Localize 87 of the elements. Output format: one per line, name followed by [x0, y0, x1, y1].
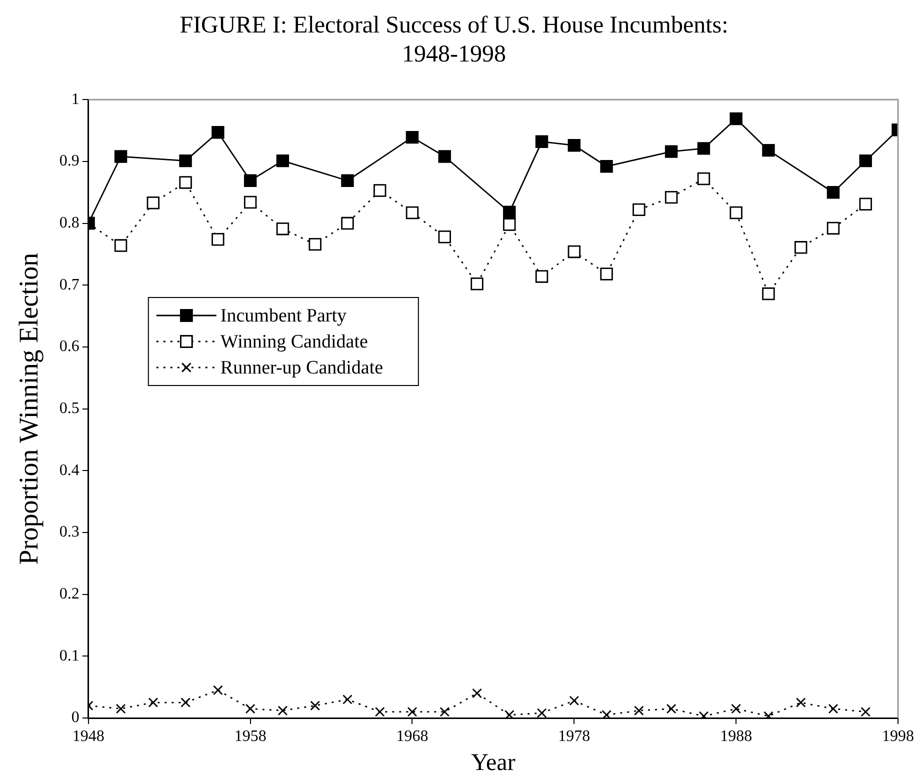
point [602, 710, 612, 718]
y-tick-label: 0.4 [59, 462, 80, 479]
point [762, 144, 775, 157]
point [244, 196, 257, 209]
point [148, 698, 158, 708]
point [245, 704, 256, 714]
chart-title: FIGURE I: Electoral Success of U.S. House Incumbents: 1948-1998 [180, 12, 728, 68]
point [730, 206, 742, 220]
point [600, 160, 613, 173]
point [116, 704, 126, 714]
point [114, 239, 128, 252]
point [826, 222, 840, 235]
x-tick-label: 1958 [234, 728, 266, 745]
legend-label: Runner-up Candidate [220, 357, 384, 378]
point [212, 685, 223, 696]
point [504, 710, 514, 718]
point [634, 706, 644, 716]
point [179, 154, 192, 168]
point [664, 145, 678, 158]
point [212, 126, 224, 139]
point [180, 698, 190, 708]
x-tick-label: 1988 [720, 728, 752, 745]
point [796, 698, 806, 708]
point [440, 706, 450, 717]
y-tick-label: 0.5 [59, 400, 80, 418]
point [342, 694, 352, 704]
point [697, 172, 710, 186]
point [535, 135, 548, 148]
point [212, 233, 224, 246]
y-tick-label: 0.9 [59, 152, 80, 170]
point [470, 278, 484, 290]
x-axis-title: Year [471, 750, 516, 776]
point [859, 198, 872, 210]
point [826, 186, 840, 199]
point [666, 704, 676, 714]
point [762, 287, 775, 300]
point [535, 270, 548, 283]
point [374, 706, 385, 717]
point [697, 142, 710, 155]
point [859, 154, 872, 168]
point [310, 700, 320, 711]
legend-label: Winning Candidate [220, 331, 368, 352]
legend-label: Incumbent Party [220, 305, 348, 326]
point [632, 203, 646, 216]
point [341, 174, 354, 187]
point [438, 230, 451, 244]
point [244, 174, 257, 187]
y-tick-label: 0.8 [59, 214, 80, 232]
point [503, 206, 516, 219]
point [568, 245, 581, 258]
point [374, 184, 386, 197]
y-tick-label: 0.1 [59, 647, 80, 664]
y-tick-label: 1 [71, 90, 80, 108]
x-tick-label: 1948 [72, 728, 104, 745]
point [438, 150, 451, 163]
point [276, 222, 290, 236]
point [730, 112, 742, 126]
point [472, 688, 482, 698]
point [860, 706, 871, 717]
point [569, 696, 580, 706]
point [146, 196, 160, 210]
y-tick-label: 0.2 [59, 586, 80, 603]
point [600, 268, 613, 280]
point [407, 706, 418, 717]
x-tick-label: 1968 [396, 728, 428, 745]
point [828, 704, 838, 714]
point [503, 218, 516, 231]
y-tick-label: 0.3 [59, 524, 80, 541]
point [536, 708, 547, 718]
x-tick-label: 1978 [558, 728, 590, 745]
x-tick-label: 1998 [882, 728, 914, 745]
point [114, 150, 128, 163]
point [341, 216, 354, 230]
y-tick-label: 0.7 [59, 276, 80, 294]
point [794, 241, 808, 254]
y-axis-title: Proportion Winning Election [13, 252, 44, 565]
point [406, 206, 419, 220]
point [731, 704, 742, 714]
point [179, 176, 192, 189]
point [308, 238, 322, 251]
point [664, 190, 678, 204]
point [568, 139, 581, 152]
y-tick-label: 0 [71, 709, 80, 726]
y-tick-label: 0.6 [59, 338, 80, 356]
point [278, 706, 288, 716]
point [406, 130, 419, 144]
point [276, 154, 290, 168]
